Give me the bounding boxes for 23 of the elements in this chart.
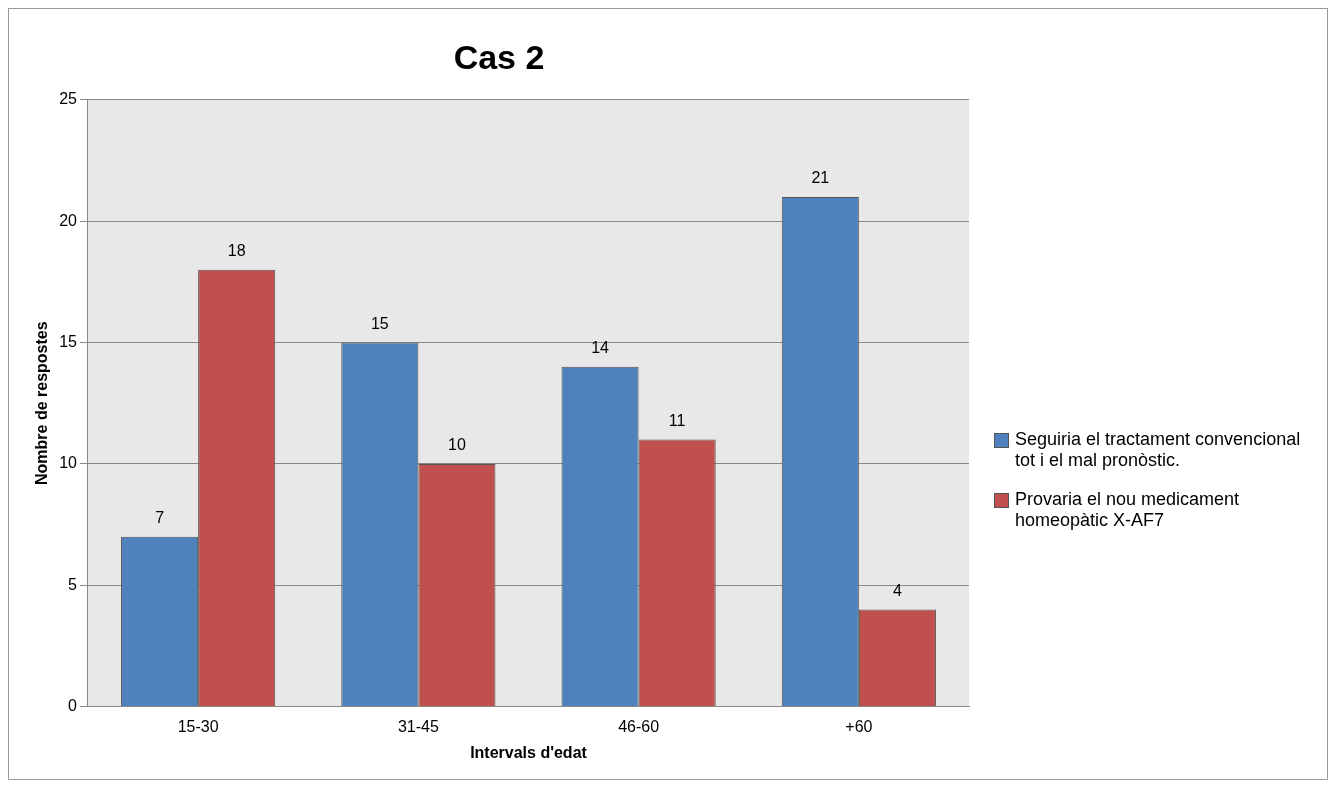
data-label: 7 [155, 509, 165, 527]
x-axis-title: Intervals d'edat [470, 743, 588, 761]
x-tick-label: 46-60 [618, 717, 660, 735]
x-tick-label: 15-30 [177, 717, 219, 735]
x-tick-label: 31-45 [397, 717, 439, 735]
data-label: 15 [370, 314, 389, 332]
data-label: 4 [892, 581, 902, 599]
data-label: 21 [811, 169, 830, 187]
data-label: 14 [591, 339, 610, 357]
y-tick-label: 10 [59, 454, 78, 472]
y-tick-label: 15 [59, 332, 78, 350]
legend-label: Provaria el nou medicament homeopàtic X-AF7 [1015, 489, 1241, 531]
data-label: 10 [448, 436, 466, 454]
data-label: 11 [668, 412, 686, 430]
y-tick-label: 5 [68, 575, 78, 593]
y-axis-title: Nombre de respostes [33, 321, 51, 485]
data-label: 18 [227, 242, 246, 260]
legend-label: Seguiria el tractament convencional tot i el mal pronòstic. [1015, 429, 1302, 471]
y-tick-label: 0 [68, 697, 78, 715]
y-tick-label: 20 [59, 211, 78, 229]
y-tick-label: 25 [59, 90, 78, 108]
chart-title: Cas 2 [453, 37, 545, 76]
x-tick-label: +60 [845, 717, 873, 735]
